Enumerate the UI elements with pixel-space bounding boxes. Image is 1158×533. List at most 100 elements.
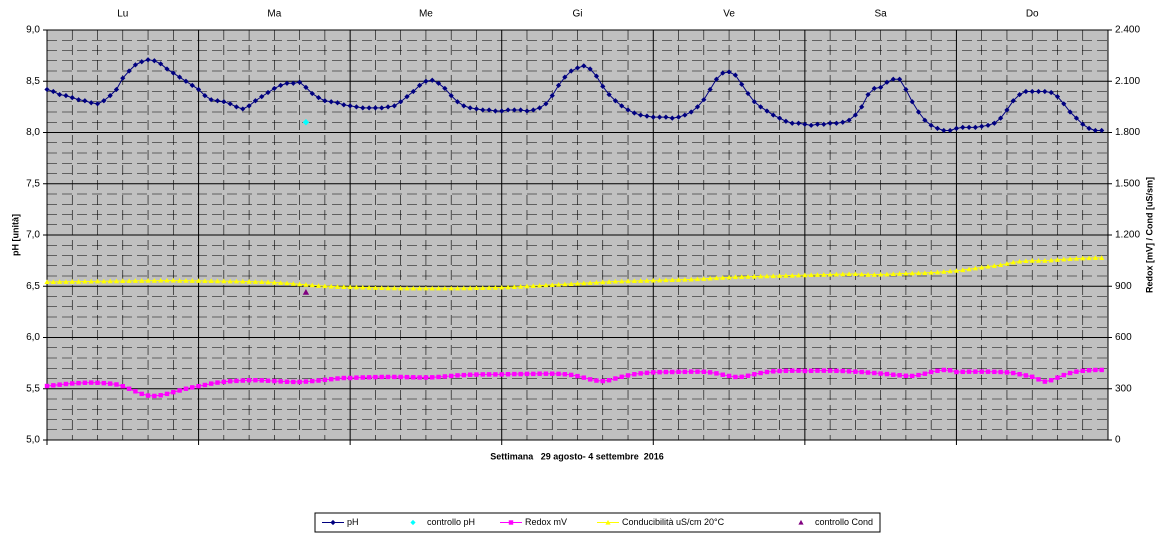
point-marker (1017, 372, 1022, 377)
point-marker (57, 279, 63, 284)
point-marker (619, 278, 625, 284)
y2-tick-label: 600 (1115, 332, 1132, 343)
point-marker (253, 377, 258, 383)
point-marker (379, 105, 385, 111)
point-marker (429, 77, 435, 83)
point-marker (833, 120, 840, 126)
point-marker (297, 79, 303, 85)
point-marker (410, 519, 416, 526)
point-marker (158, 277, 164, 283)
point-marker (70, 381, 75, 386)
point-marker (720, 70, 726, 76)
point-marker (448, 93, 454, 99)
point-marker (1023, 258, 1029, 264)
point-marker (985, 369, 991, 374)
point-marker (435, 80, 442, 86)
point-marker (139, 391, 144, 397)
point-marker (910, 373, 915, 379)
point-marker (113, 86, 120, 93)
point-marker (208, 278, 214, 284)
point-marker (202, 278, 208, 284)
point-marker (284, 280, 290, 286)
point-marker (720, 275, 726, 280)
point-marker (442, 85, 448, 92)
point-marker (707, 275, 713, 281)
point-marker (992, 369, 997, 375)
point-marker (593, 279, 600, 285)
point-marker (493, 372, 498, 377)
point-marker (941, 127, 947, 134)
point-marker (75, 97, 82, 103)
point-marker (139, 59, 145, 65)
point-marker (555, 82, 562, 88)
point-marker (366, 285, 372, 290)
point-marker (947, 368, 953, 373)
point-marker (947, 268, 953, 274)
point-marker (328, 376, 334, 382)
point-marker (278, 280, 284, 285)
point-marker (972, 124, 978, 130)
point-marker (221, 99, 227, 105)
point-marker (480, 285, 486, 291)
point-marker (543, 282, 549, 288)
point-marker (966, 266, 972, 272)
point-marker (366, 375, 372, 380)
point-marker (50, 88, 56, 95)
point-marker (1086, 125, 1092, 131)
legend-label: Conducibilità uS/cm 20°C (622, 517, 725, 527)
point-marker (764, 273, 770, 279)
point-marker (385, 285, 391, 291)
y2-tick-label: 0 (1115, 435, 1121, 446)
point-marker (511, 107, 517, 113)
point-marker (903, 86, 909, 93)
point-marker (896, 271, 903, 276)
point-marker (798, 519, 804, 525)
point-marker (480, 372, 485, 377)
point-marker (492, 285, 498, 290)
point-marker (455, 373, 460, 378)
point-marker (170, 277, 176, 283)
point-marker (398, 374, 403, 380)
point-marker (846, 369, 852, 374)
point-marker (682, 369, 688, 375)
point-marker (120, 383, 125, 389)
point-marker (657, 114, 663, 120)
point-marker (764, 369, 770, 375)
point-marker (720, 372, 725, 377)
point-marker (75, 279, 82, 284)
point-marker (587, 280, 593, 285)
point-marker (126, 68, 132, 74)
point-marker (353, 284, 360, 290)
point-marker (606, 377, 612, 383)
point-marker (909, 99, 915, 105)
series (44, 367, 1104, 399)
point-marker (252, 98, 259, 104)
point-marker (941, 367, 947, 373)
point-marker (644, 113, 650, 119)
point-marker (461, 103, 467, 109)
point-marker (335, 376, 340, 381)
point-marker (789, 272, 795, 278)
day-label: Lu (117, 9, 128, 20)
point-marker (998, 115, 1004, 121)
point-marker (303, 379, 309, 384)
point-marker (1099, 367, 1104, 373)
point-marker (675, 277, 682, 282)
point-marker (631, 278, 637, 284)
point-marker (840, 368, 845, 374)
point-marker (492, 108, 498, 114)
point-marker (278, 379, 283, 384)
day-label: Ma (267, 9, 281, 20)
point-marker (928, 269, 934, 275)
point-marker (549, 282, 555, 287)
point-marker (1042, 88, 1048, 95)
point-marker (1093, 367, 1098, 373)
point-marker (713, 275, 720, 281)
point-marker (126, 386, 132, 391)
point-marker (101, 98, 107, 104)
point-marker (373, 374, 378, 380)
point-marker (694, 104, 701, 110)
point-marker (726, 69, 732, 75)
point-marker (429, 285, 435, 291)
